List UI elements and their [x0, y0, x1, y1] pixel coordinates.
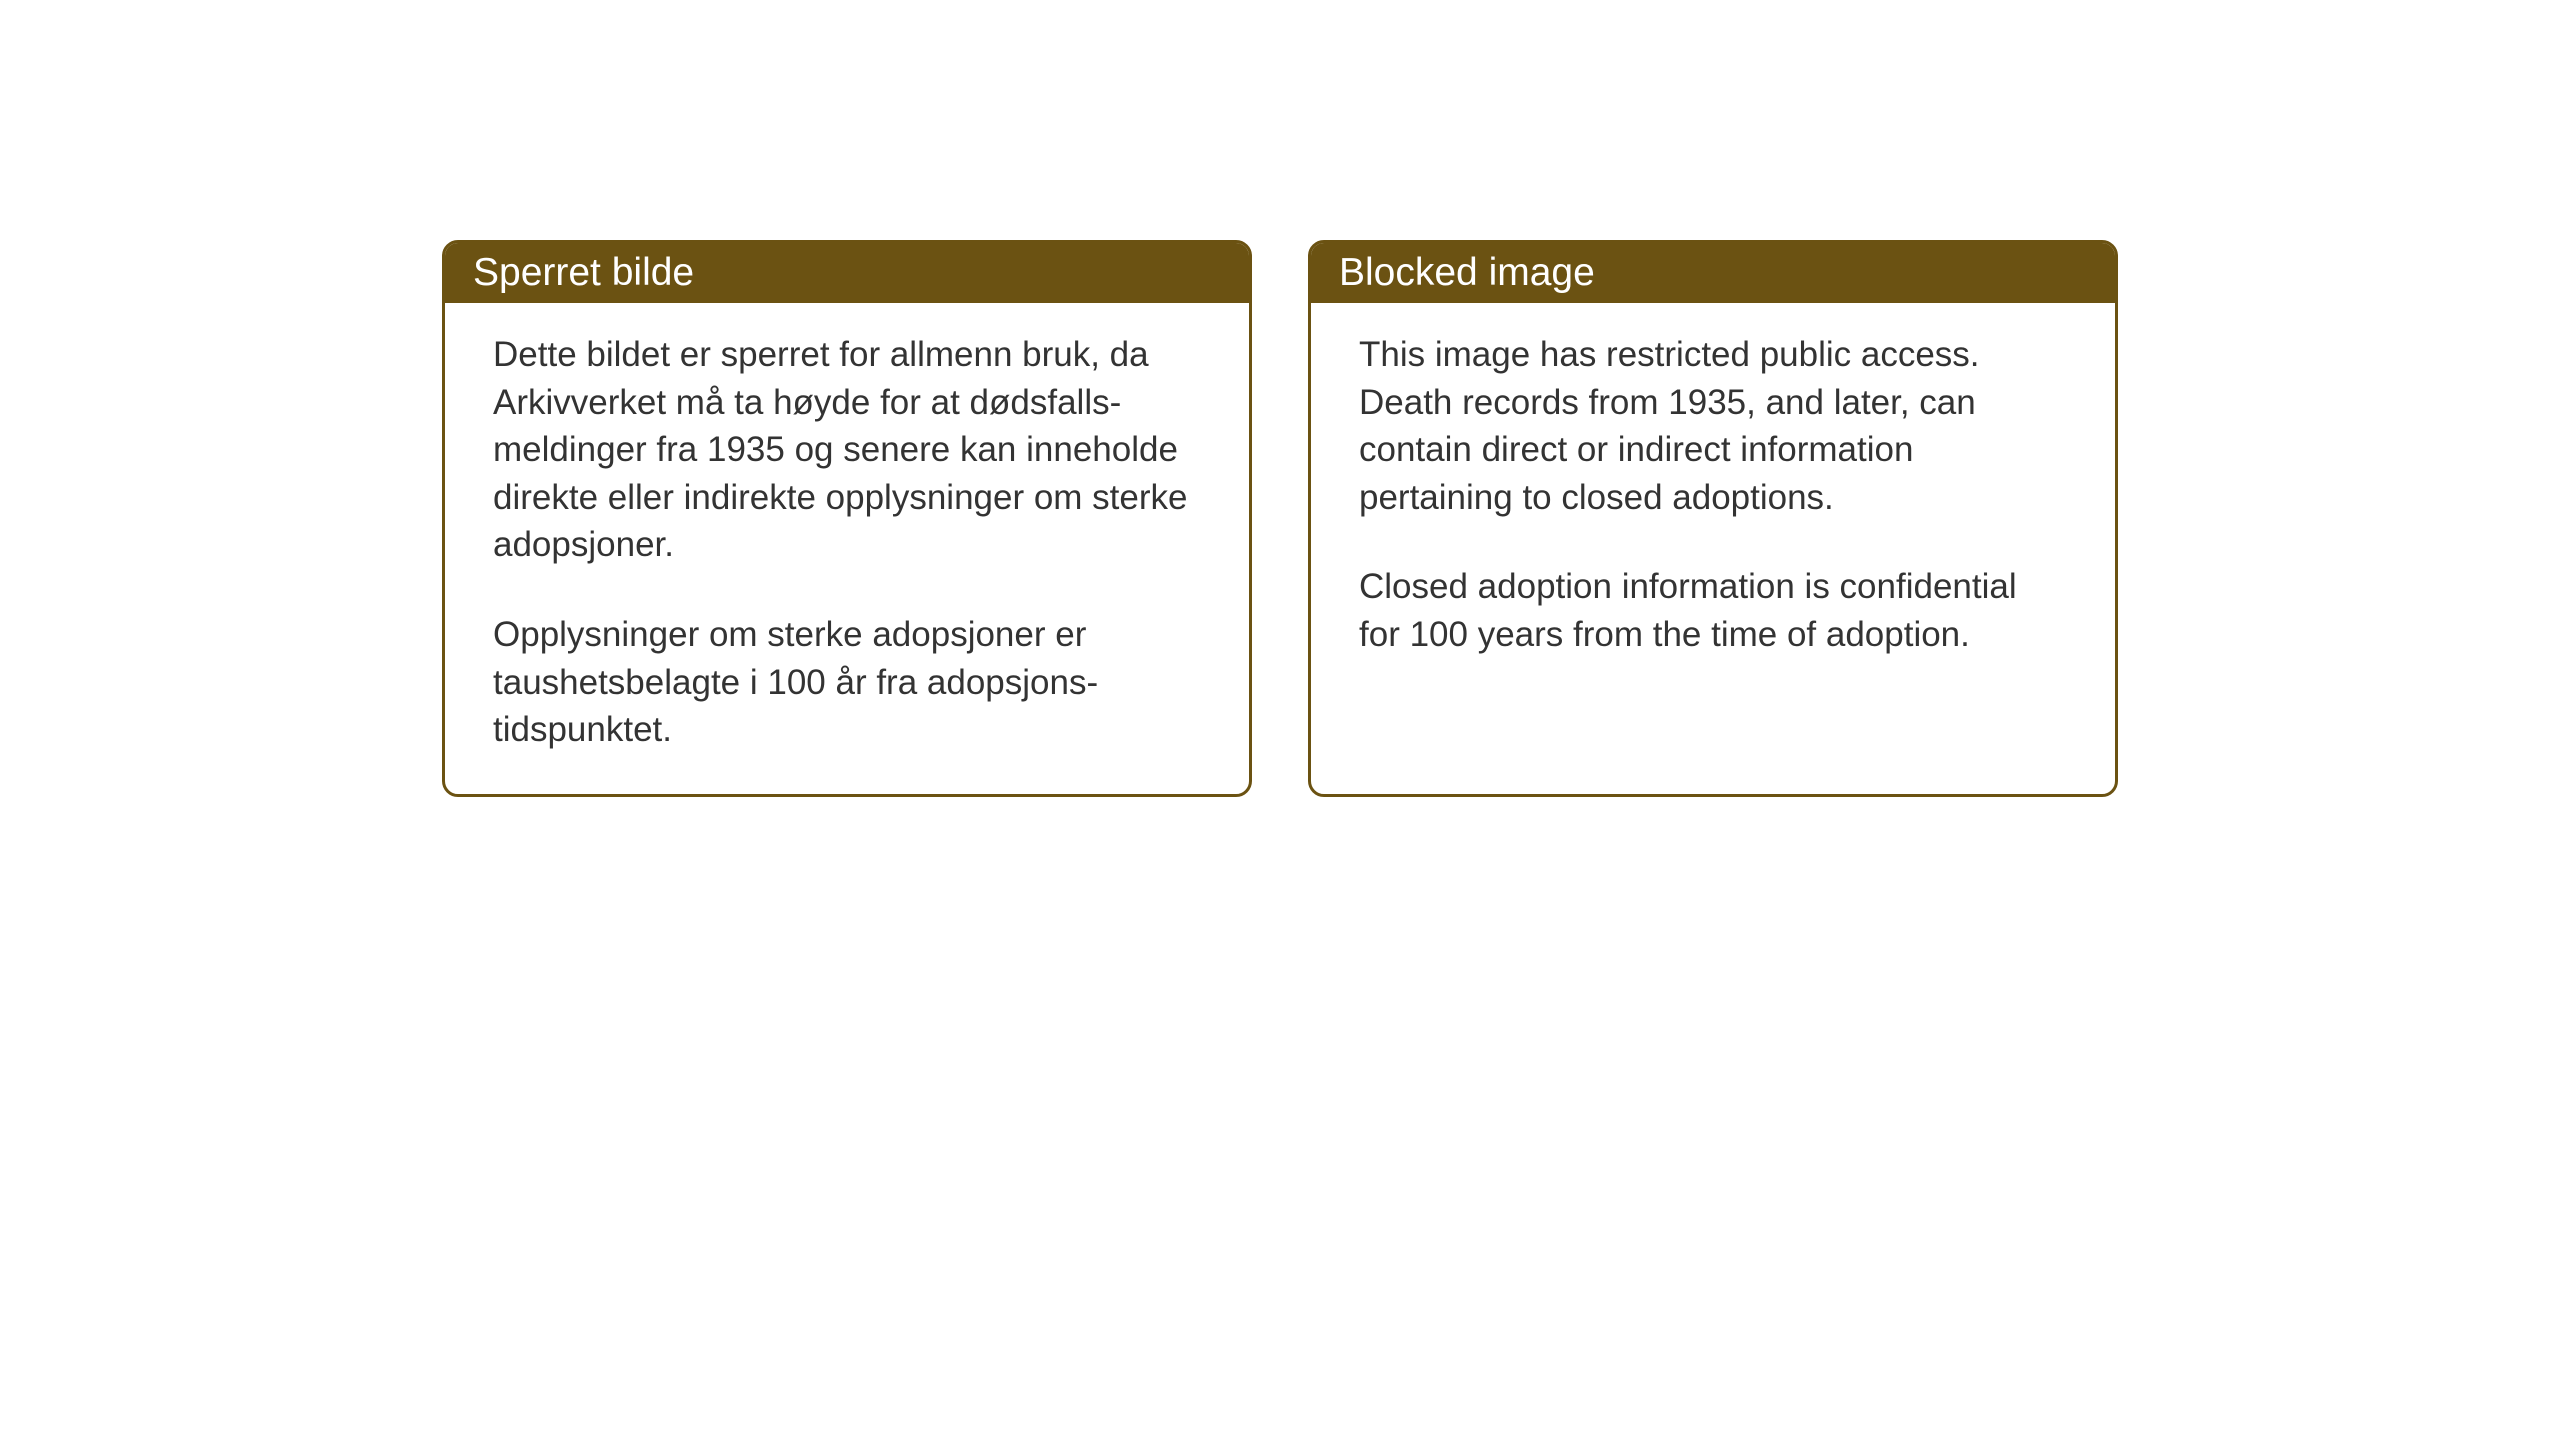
card-paragraph2-norwegian: Opplysninger om sterke adopsjoner er tau… [493, 611, 1201, 754]
card-norwegian: Sperret bilde Dette bildet er sperret fo… [442, 240, 1252, 797]
card-paragraph2-english: Closed adoption information is confident… [1359, 563, 2067, 658]
card-paragraph1-english: This image has restricted public access.… [1359, 331, 2067, 521]
card-paragraph1-norwegian: Dette bildet er sperret for allmenn bruk… [493, 331, 1201, 569]
cards-container: Sperret bilde Dette bildet er sperret fo… [442, 240, 2118, 797]
card-english: Blocked image This image has restricted … [1308, 240, 2118, 797]
card-body-norwegian: Dette bildet er sperret for allmenn bruk… [445, 303, 1249, 794]
card-header-norwegian: Sperret bilde [445, 243, 1249, 303]
card-header-english: Blocked image [1311, 243, 2115, 303]
card-title-english: Blocked image [1339, 251, 1595, 294]
card-title-norwegian: Sperret bilde [473, 251, 694, 294]
card-body-english: This image has restricted public access.… [1311, 303, 2115, 699]
